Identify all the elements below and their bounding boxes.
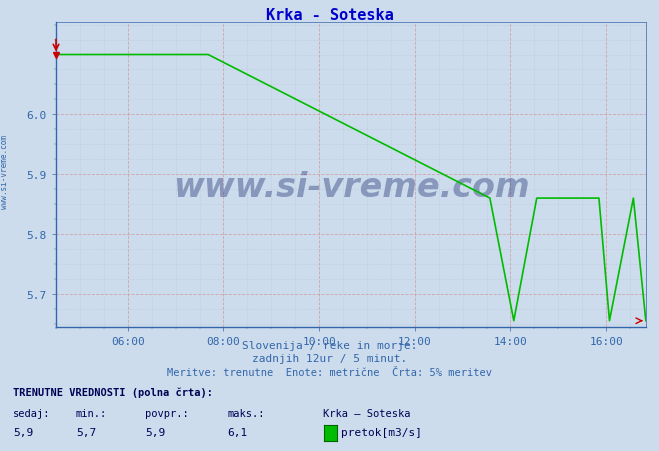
Text: 5,9: 5,9 [145, 427, 165, 437]
Text: 6,1: 6,1 [227, 427, 248, 437]
Text: Meritve: trenutne  Enote: metrične  Črta: 5% meritev: Meritve: trenutne Enote: metrične Črta: … [167, 367, 492, 377]
Text: min.:: min.: [76, 409, 107, 419]
Text: pretok[m3/s]: pretok[m3/s] [341, 427, 422, 437]
Text: povpr.:: povpr.: [145, 409, 188, 419]
Text: 5,7: 5,7 [76, 427, 96, 437]
Text: zadnjih 12ur / 5 minut.: zadnjih 12ur / 5 minut. [252, 354, 407, 364]
Text: 5,9: 5,9 [13, 427, 34, 437]
Text: sedaj:: sedaj: [13, 409, 51, 419]
Text: Krka - Soteska: Krka - Soteska [266, 8, 393, 23]
Text: Slovenija / reke in morje.: Slovenija / reke in morje. [242, 340, 417, 350]
Text: maks.:: maks.: [227, 409, 265, 419]
Text: www.si-vreme.com: www.si-vreme.com [173, 170, 529, 203]
Text: TRENUTNE VREDNOSTI (polna črta):: TRENUTNE VREDNOSTI (polna črta): [13, 387, 213, 398]
Text: Krka – Soteska: Krka – Soteska [323, 409, 411, 419]
Text: www.si-vreme.com: www.si-vreme.com [0, 134, 9, 208]
